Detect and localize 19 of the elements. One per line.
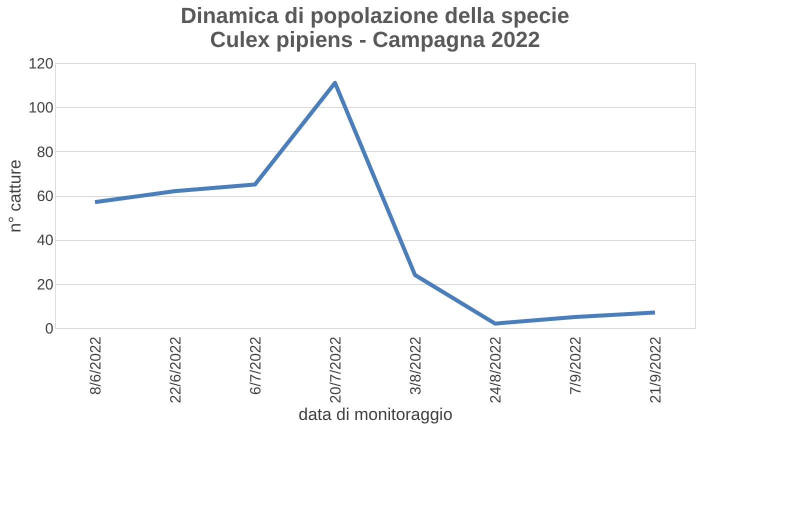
x-tick-label: 22/6/2022 [168,336,184,404]
y-tick-label: 0 [45,320,54,338]
line-series [93,80,657,326]
x-tick-label: 21/9/2022 [648,336,664,404]
x-tick-label: 24/8/2022 [488,336,504,404]
x-tick-label: 6/7/2022 [248,336,264,395]
y-tick-label: 20 [36,276,54,294]
y-tick-label: 100 [28,100,54,117]
chart-title: Dinamica di popolazione della specie Culex pipiens - Campagna 2022 [180,3,570,52]
x-tick-label: 3/8/2022 [408,336,424,395]
x-tick-label: 20/7/2022 [328,336,344,404]
y-tick-label: 80 [36,144,54,161]
y-tick-label: 60 [36,188,54,205]
x-tick-label: 8/6/2022 [88,336,104,395]
y-tick-label: 120 [28,56,54,72]
x-tick-label: 7/9/2022 [568,336,584,395]
y-axis-title: n° catture [5,160,24,232]
y-tick-label: 40 [36,232,54,250]
x-axis-title: data di monitoraggio [298,405,453,424]
